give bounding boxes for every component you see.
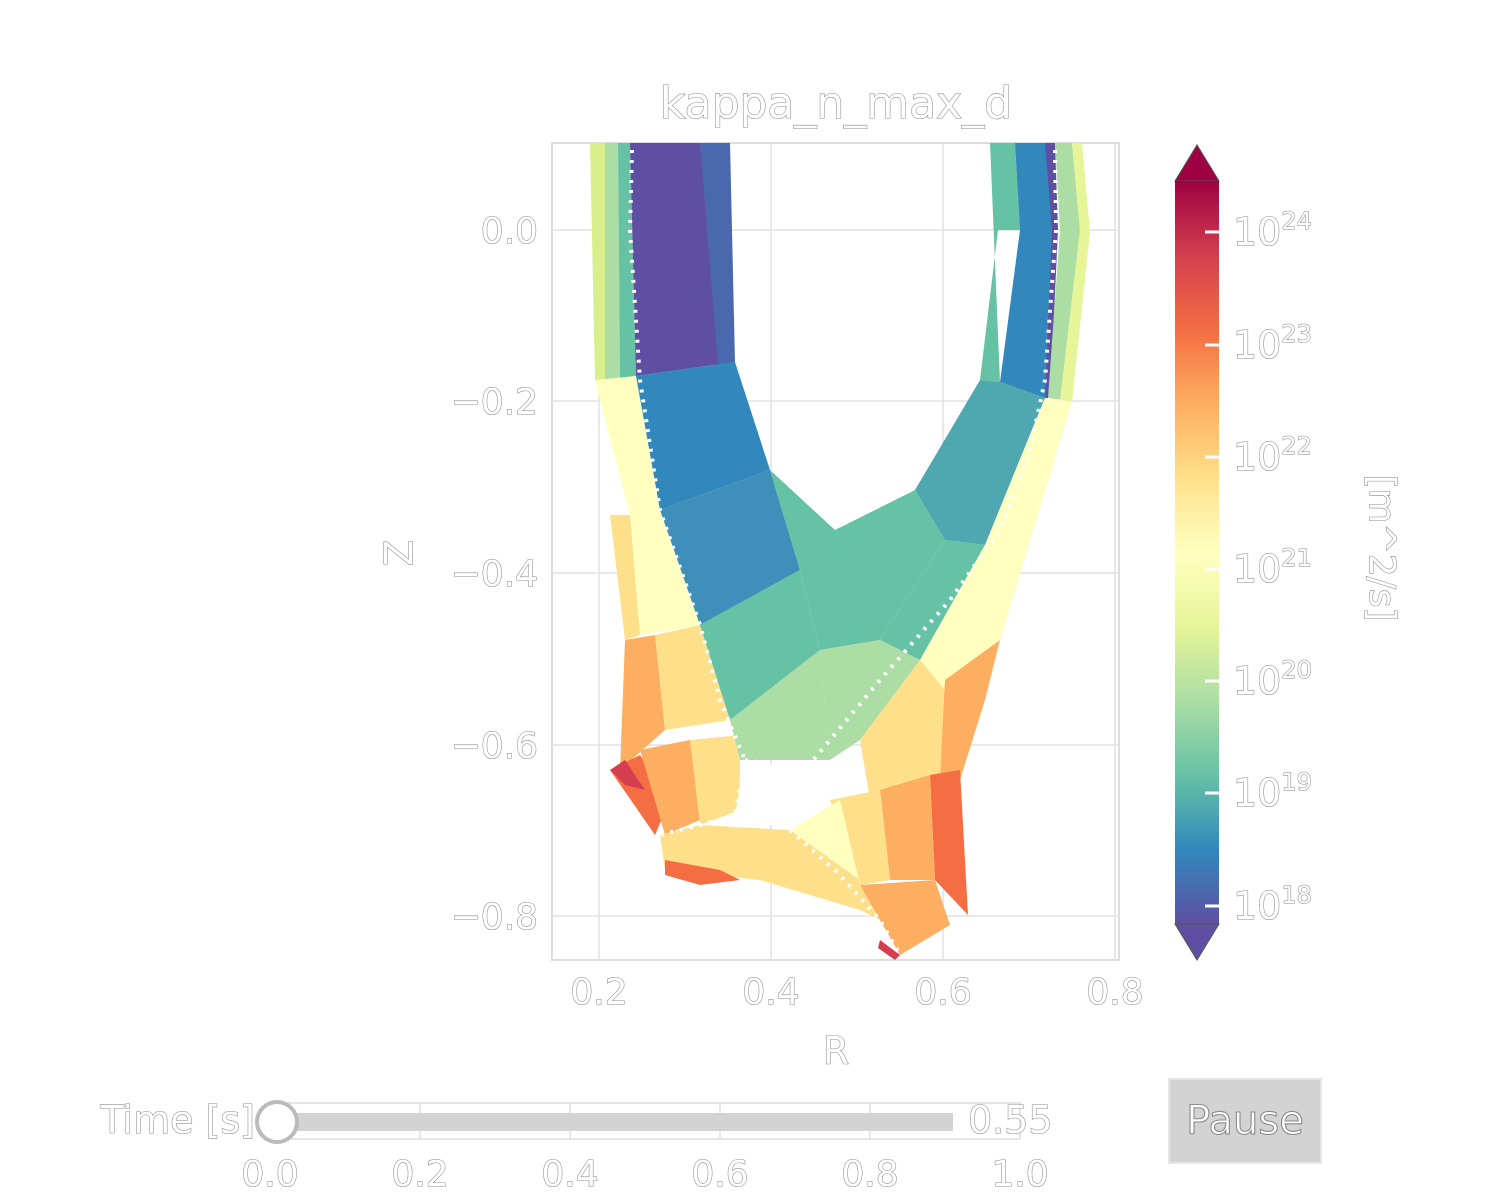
slider-tick-label: 0.2 bbox=[391, 1154, 448, 1195]
patch-v-right-3 bbox=[820, 640, 920, 760]
slider-tick-label: 0.6 bbox=[691, 1154, 748, 1195]
patch-funnel-left-3 bbox=[700, 570, 820, 720]
patch-right-lower-5 bbox=[880, 775, 935, 880]
patch-bottom-3 bbox=[860, 880, 950, 955]
colorbar-ticks bbox=[1205, 230, 1219, 908]
slider-tick-label: 0.0 bbox=[241, 1154, 298, 1195]
colorbar-tick-label: 1023 bbox=[1233, 320, 1312, 367]
colorbar-tick-label: 1022 bbox=[1233, 432, 1312, 479]
patch-left-edge bbox=[700, 143, 735, 365]
slider-value: 0.55 bbox=[968, 1098, 1053, 1142]
slider-label: Time [s] bbox=[99, 1098, 255, 1142]
patch-left-lower-5 bbox=[655, 625, 730, 730]
colorbar-tick-label: 1018 bbox=[1233, 881, 1312, 928]
colorbar-extend-bottom bbox=[1174, 923, 1220, 961]
patch-left-lower-9 bbox=[690, 735, 740, 825]
patch-right-e bbox=[1060, 143, 1090, 402]
slider-tick-label: 0.4 bbox=[541, 1154, 598, 1195]
colorbar-body bbox=[1175, 181, 1219, 924]
separatrix-top-hole bbox=[744, 758, 806, 772]
x-tick-label: 0.2 bbox=[570, 972, 627, 1013]
y-tick-label: −0.4 bbox=[451, 554, 538, 595]
slider-tick-labels: 0.0 0.2 0.4 0.6 0.8 1.0 bbox=[241, 1153, 1049, 1195]
colorbar-tick-label: 1024 bbox=[1233, 207, 1312, 254]
x-tick-label: 0.4 bbox=[742, 972, 799, 1013]
patch-left-lower-4 bbox=[620, 635, 665, 770]
x-axis-label: R bbox=[823, 1029, 849, 1073]
patch-bottom-1 bbox=[660, 825, 880, 920]
patch-left-2 bbox=[605, 143, 620, 380]
x-tick-label: 0.6 bbox=[914, 972, 971, 1013]
x-tick-label: 0.8 bbox=[1086, 972, 1143, 1013]
patch-left-lower-7 bbox=[610, 760, 645, 790]
colorbar-tick-label: 1021 bbox=[1233, 544, 1312, 591]
colorbar-tick-label: 1020 bbox=[1233, 656, 1312, 703]
patch-right-lower-3 bbox=[940, 640, 1000, 780]
slider-track[interactable] bbox=[278, 1113, 953, 1131]
patch-bottom-2 bbox=[790, 800, 860, 885]
separatrix-left bbox=[627, 149, 747, 761]
slider-tick-label: 0.8 bbox=[841, 1154, 898, 1195]
patch-left-lower-8 bbox=[640, 740, 700, 835]
colorbar-tick-labels: 1018 1019 1020 1021 1022 1023 1024 bbox=[1232, 206, 1312, 928]
pause-button[interactable]: Pause bbox=[1168, 1078, 1322, 1164]
patch-bottom-5 bbox=[665, 860, 740, 885]
patch-v-right-2 bbox=[880, 540, 985, 660]
patch-x-point-hole bbox=[735, 760, 805, 830]
patch-bottom-4 bbox=[878, 940, 900, 960]
patch-right-a bbox=[980, 143, 1020, 382]
patch-funnel-left-1 bbox=[636, 362, 770, 510]
patch-v-right-1 bbox=[915, 380, 1045, 545]
slider-tick-label: 1.0 bbox=[991, 1154, 1048, 1195]
patch-funnel-left-2 bbox=[660, 470, 800, 625]
field-map bbox=[590, 143, 1090, 960]
y-tick-label: −0.8 bbox=[451, 897, 538, 938]
patch-right-lower-2 bbox=[860, 660, 945, 800]
separatrix-leg-left bbox=[659, 759, 747, 837]
y-tick-label: −0.6 bbox=[451, 726, 538, 767]
separatrix-right bbox=[803, 149, 1059, 772]
patch-left-lower-3 bbox=[630, 510, 700, 635]
patch-right-lower-4 bbox=[930, 770, 968, 915]
patch-right-lower-6 bbox=[830, 790, 890, 885]
patch-left-outer bbox=[590, 143, 605, 380]
patch-right-b bbox=[1000, 143, 1058, 398]
y-tick-label: −0.2 bbox=[451, 382, 538, 423]
patch-left-lower-2 bbox=[610, 515, 640, 640]
colorbar: 1018 1019 1020 1021 1022 1023 1024 [m^2/… bbox=[1174, 144, 1403, 961]
chart-title: kappa_n_max_d bbox=[660, 78, 1012, 129]
patch-v-bottom bbox=[770, 470, 945, 650]
colorbar-extend-top bbox=[1174, 144, 1220, 182]
x-ticks: 0.2 0.4 0.6 0.8 bbox=[570, 971, 1144, 1013]
colorbar-tick-label: 1019 bbox=[1233, 768, 1312, 815]
patch-funnel-left-4 bbox=[730, 650, 830, 760]
time-slider[interactable]: Time [s] 0.55 0.0 0.2 0.4 0.6 0.8 1.0 bbox=[99, 1097, 1053, 1195]
patch-right-d bbox=[1048, 143, 1080, 400]
y-tick-label: 0.0 bbox=[481, 211, 538, 252]
y-axis-label: Z bbox=[377, 540, 421, 566]
patch-right-lower-1 bbox=[920, 398, 1072, 690]
patch-left-lower bbox=[595, 376, 660, 515]
colorbar-label: [m^2/s] bbox=[1361, 474, 1402, 621]
y-ticks: 0.0 −0.2 −0.4 −0.6 −0.8 bbox=[450, 210, 539, 938]
slider-handle[interactable] bbox=[255, 1100, 299, 1144]
